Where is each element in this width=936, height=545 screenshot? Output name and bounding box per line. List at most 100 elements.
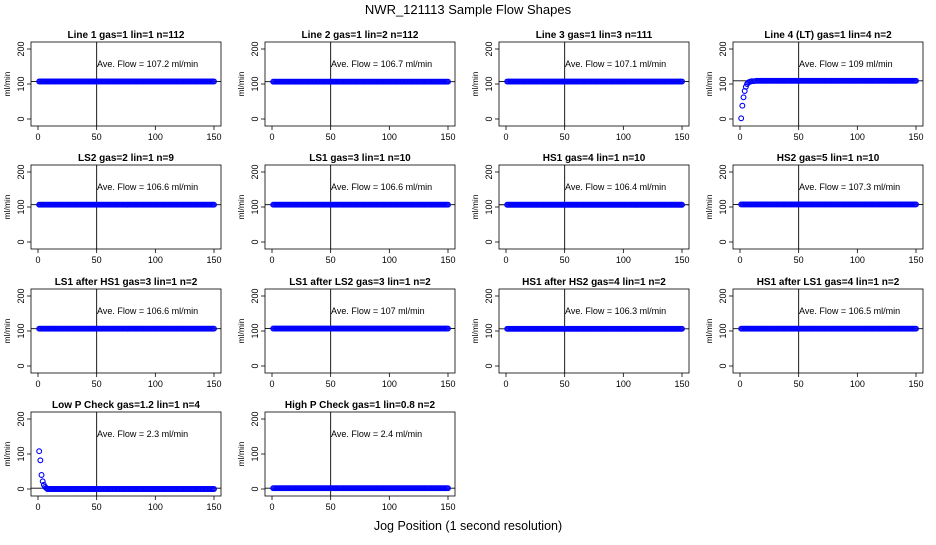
panel-title: Line 3 gas=1 lin=3 n=111 xyxy=(536,30,653,41)
x-tick-label: 100 xyxy=(382,379,397,389)
average-flow-annotation: Ave. Flow = 2.4 ml/min xyxy=(331,429,422,439)
y-tick-label: 0 xyxy=(250,239,260,244)
y-tick-label: 200 xyxy=(484,41,494,56)
panel-title: LS1 after LS2 gas=3 lin=1 n=2 xyxy=(289,277,431,288)
average-flow-annotation: Ave. Flow = 106.4 ml/min xyxy=(565,182,666,192)
x-tick-label: 0 xyxy=(35,502,40,512)
panel-13: Low P Check gas=1.2 lin=1 n=4 ml/min 0 100 2… xyxy=(2,400,222,512)
x-tick-label: 0 xyxy=(35,255,40,265)
x-tick-label: 50 xyxy=(326,132,336,142)
average-flow-annotation: Ave. Flow = 106.6 ml/min xyxy=(97,182,198,192)
average-flow-annotation: Ave. Flow = 109 ml/min xyxy=(799,59,893,69)
x-tick-label: 100 xyxy=(148,502,163,512)
y-tick-label: 0 xyxy=(718,363,728,368)
x-tick-label: 100 xyxy=(850,132,865,142)
x-tick-label: 100 xyxy=(382,255,397,265)
y-axis-label: ml/min xyxy=(470,318,480,343)
panel-title: Line 2 gas=1 lin=2 n=112 xyxy=(301,30,418,41)
x-tick-label: 100 xyxy=(616,255,631,265)
panel-5: LS2 gas=2 lin=1 n=9 ml/min 0 100 200 0 50 100 15… xyxy=(2,153,222,265)
x-tick-label: 150 xyxy=(440,132,455,142)
x-tick-label: 100 xyxy=(382,132,397,142)
data-point xyxy=(211,201,217,208)
data-point xyxy=(37,457,44,464)
y-axis-label: ml/min xyxy=(236,71,246,96)
plot-frame xyxy=(732,41,924,127)
panel-2: Line 2 gas=1 lin=2 n=112 ml/min 0 100 200 0 50… xyxy=(236,30,456,142)
y-tick-label: 100 xyxy=(484,323,494,338)
data-points xyxy=(738,325,919,332)
x-tick-label: 50 xyxy=(92,255,102,265)
panel-title: HS1 after LS1 gas=4 lin=1 n=2 xyxy=(757,277,900,288)
data-point xyxy=(913,77,919,84)
panel-title: HS1 after HS2 gas=4 lin=1 n=2 xyxy=(522,277,666,288)
data-point xyxy=(739,102,746,109)
average-flow-annotation: Ave. Flow = 106.7 ml/min xyxy=(331,59,432,69)
x-tick-label: 150 xyxy=(440,379,455,389)
y-tick-label: 200 xyxy=(16,41,26,56)
x-tick-label: 100 xyxy=(382,502,397,512)
x-tick-label: 150 xyxy=(674,132,689,142)
average-flow-annotation: Ave. Flow = 106.6 ml/min xyxy=(97,306,198,316)
y-axis-label: ml/min xyxy=(2,441,12,466)
x-tick-label: 150 xyxy=(674,379,689,389)
y-axis-label: ml/min xyxy=(704,318,714,343)
y-tick-label: 100 xyxy=(16,446,26,461)
panel-1: Line 1 gas=1 lin=1 n=112 ml/min 0 100 200 0 50… xyxy=(2,30,222,142)
y-tick-label: 100 xyxy=(718,323,728,338)
x-tick-label: 150 xyxy=(440,502,455,512)
panel-title: LS2 gas=2 lin=1 n=9 xyxy=(78,153,174,164)
y-axis-label: ml/min xyxy=(470,194,480,219)
y-tick-label: 200 xyxy=(250,288,260,303)
y-tick-label: 100 xyxy=(16,76,26,91)
plot-frame xyxy=(30,411,222,497)
x-tick-label: 100 xyxy=(148,132,163,142)
x-tick-label: 50 xyxy=(92,132,102,142)
y-tick-label: 200 xyxy=(16,164,26,179)
panel-title: HS2 gas=5 lin=1 n=10 xyxy=(777,153,880,164)
y-tick-label: 100 xyxy=(718,76,728,91)
y-tick-label: 100 xyxy=(250,323,260,338)
y-tick-label: 200 xyxy=(718,164,728,179)
y-tick-label: 0 xyxy=(16,239,26,244)
x-tick-label: 50 xyxy=(326,502,336,512)
x-tick-label: 100 xyxy=(616,379,631,389)
x-tick-label: 50 xyxy=(92,502,102,512)
data-points xyxy=(270,325,451,332)
y-axis-label: ml/min xyxy=(470,71,480,96)
y-tick-label: 100 xyxy=(484,76,494,91)
x-tick-label: 0 xyxy=(737,379,742,389)
y-tick-label: 0 xyxy=(250,486,260,491)
x-tick-label: 0 xyxy=(503,255,508,265)
x-tick-label: 100 xyxy=(850,255,865,265)
y-tick-label: 200 xyxy=(250,41,260,56)
x-tick-label: 50 xyxy=(794,379,804,389)
data-point xyxy=(679,201,685,208)
data-point xyxy=(738,115,745,122)
data-points xyxy=(504,201,685,208)
y-tick-label: 0 xyxy=(250,363,260,368)
x-tick-label: 150 xyxy=(674,255,689,265)
x-tick-label: 50 xyxy=(560,132,570,142)
x-tick-label: 150 xyxy=(206,132,221,142)
average-flow-annotation: Ave. Flow = 107.1 ml/min xyxy=(565,59,666,69)
y-tick-label: 100 xyxy=(250,446,260,461)
x-tick-label: 50 xyxy=(560,379,570,389)
y-axis-label: ml/min xyxy=(2,71,12,96)
y-tick-label: 200 xyxy=(718,288,728,303)
panel-4: Line 4 (LT) gas=1 lin=4 n=2 ml/min 0 100 200… xyxy=(704,30,924,142)
data-point xyxy=(211,325,217,332)
data-point xyxy=(445,78,451,85)
y-axis-label: ml/min xyxy=(236,441,246,466)
x-tick-label: 0 xyxy=(503,132,508,142)
y-tick-label: 0 xyxy=(718,239,728,244)
x-tick-label: 50 xyxy=(92,379,102,389)
panel-title: High P Check gas=1 lin=0.8 n=2 xyxy=(285,400,436,411)
data-points xyxy=(504,78,685,85)
data-point xyxy=(38,472,45,478)
data-points xyxy=(504,325,685,332)
data-point xyxy=(445,201,451,208)
x-tick-label: 0 xyxy=(503,379,508,389)
data-points xyxy=(36,78,217,85)
